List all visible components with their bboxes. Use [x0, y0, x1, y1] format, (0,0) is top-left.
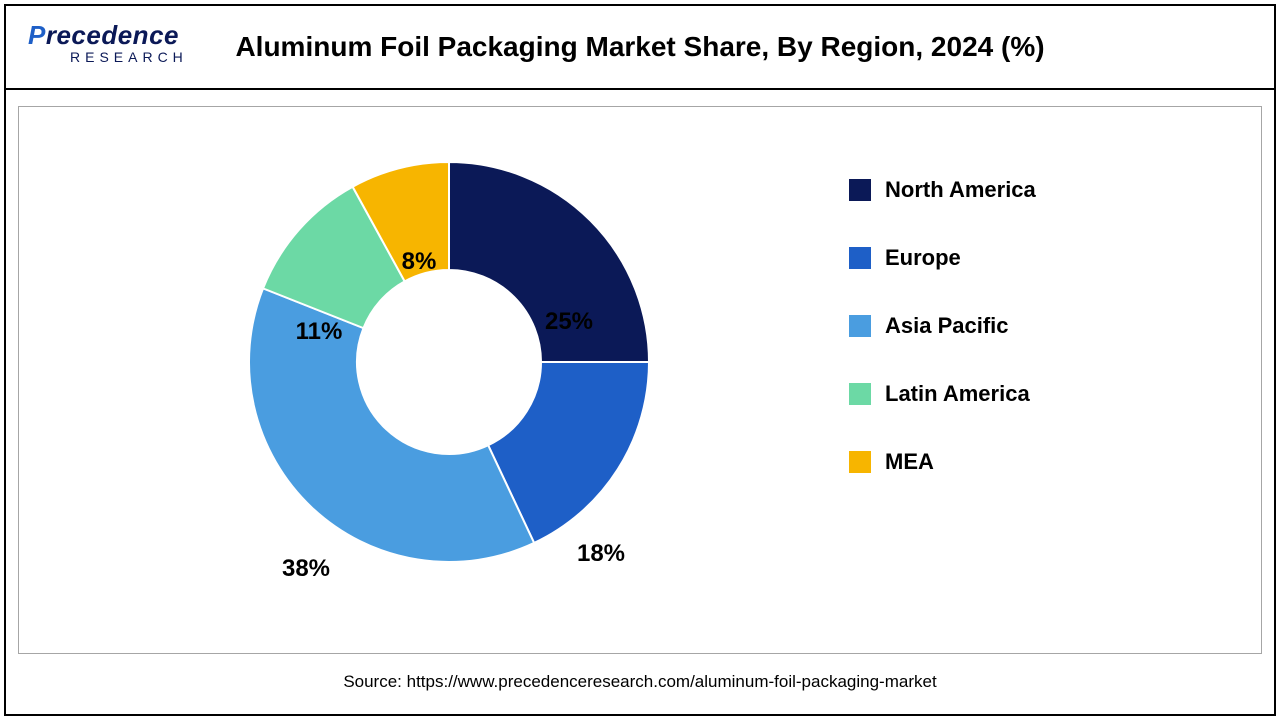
legend-label: Europe [885, 245, 961, 271]
logo-main-text: Precedence [28, 20, 188, 51]
legend-item: Latin America [849, 381, 1036, 407]
percent-label: 8% [402, 248, 437, 276]
logo: Precedence RESEARCH [28, 20, 188, 65]
logo-accent: P [28, 20, 46, 50]
percent-label: 11% [296, 318, 343, 346]
donut-slice [249, 288, 534, 562]
chart-area: 25% 18% 38% 11% 8% North America Europe Asia P… [18, 106, 1262, 654]
legend-label: North America [885, 177, 1036, 203]
legend-label: Latin America [885, 381, 1030, 407]
legend-item: Europe [849, 245, 1036, 271]
legend-swatch [849, 451, 871, 473]
source-line: Source: https://www.precedenceresearch.c… [6, 672, 1274, 692]
legend-swatch [849, 179, 871, 201]
legend-label: Asia Pacific [885, 313, 1009, 339]
header-section: Precedence RESEARCH Aluminum Foil Packag… [6, 6, 1274, 90]
legend: North America Europe Asia Pacific Latin Ame… [849, 177, 1036, 475]
legend-label: MEA [885, 449, 934, 475]
logo-rest: recedence [46, 20, 179, 50]
legend-swatch [849, 247, 871, 269]
legend-item: North America [849, 177, 1036, 203]
donut-svg [234, 147, 664, 577]
chart-title: Aluminum Foil Packaging Market Share, By… [6, 31, 1274, 63]
legend-swatch [849, 383, 871, 405]
outer-border: Precedence RESEARCH Aluminum Foil Packag… [4, 4, 1276, 716]
legend-item: Asia Pacific [849, 313, 1036, 339]
legend-swatch [849, 315, 871, 337]
percent-label: 25% [545, 308, 593, 336]
percent-label: 38% [282, 555, 330, 583]
percent-label: 18% [577, 540, 625, 568]
donut-chart [234, 147, 664, 577]
logo-sub-text: RESEARCH [70, 49, 188, 65]
legend-item: MEA [849, 449, 1036, 475]
